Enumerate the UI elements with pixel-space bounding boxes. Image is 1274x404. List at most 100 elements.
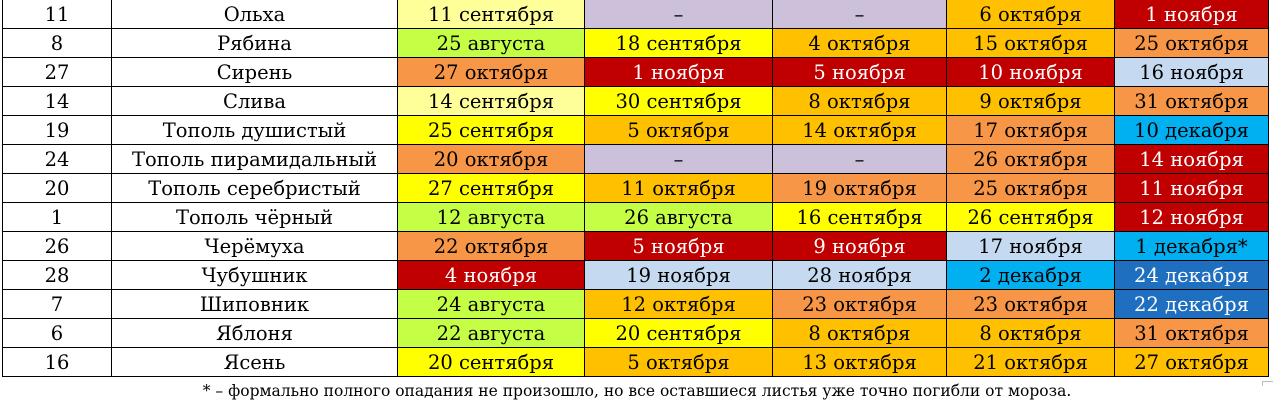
date-cell: 15 октября	[946, 28, 1115, 58]
date-cell: 11 сентября	[397, 0, 585, 29]
date-cell: 27 сентября	[397, 173, 585, 203]
date-cell: 22 декабря	[1114, 289, 1269, 319]
date-cell: 12 августа	[397, 202, 585, 232]
date-cell: 1 ноября	[584, 57, 773, 87]
date-cell: 14 сентября	[397, 86, 585, 116]
date-cell: 9 октября	[946, 86, 1115, 116]
date-cell: 24 августа	[397, 289, 585, 319]
date-cell: 10 декабря	[1114, 115, 1269, 145]
date-cell: 25 октября	[1114, 28, 1269, 58]
date-cell: 28 ноября	[772, 260, 947, 290]
date-cell: –	[772, 0, 947, 29]
row-number-cell: 7	[2, 289, 112, 319]
table-row: 20 Тополь серебристый 27 сентября 11 октябр…	[2, 173, 1269, 203]
date-cell: 9 ноября	[772, 231, 947, 261]
table-row: 16 Ясень 20 сентября 5 октября 13 октября 21 …	[2, 347, 1269, 377]
date-cell: 25 октября	[946, 173, 1115, 203]
date-cell: 21 октября	[946, 347, 1115, 377]
date-cell: 1 ноября	[1114, 0, 1269, 29]
row-number-cell: 14	[2, 86, 112, 116]
date-cell: 13 октября	[772, 347, 947, 377]
plant-name-cell: Ольха	[111, 0, 398, 29]
date-cell: 8 октября	[772, 86, 947, 116]
plant-name-cell: Ясень	[111, 347, 398, 377]
table-row: 11 Ольха 11 сентября – –6 октября 1 ноября	[2, 0, 1269, 29]
date-cell: 27 октября	[1114, 347, 1269, 377]
date-cell: 5 октября	[584, 115, 773, 145]
date-cell: –	[584, 0, 773, 29]
date-cell: 11 октября	[584, 173, 773, 203]
table-row: 26 Черёмуха 22 октября 5 ноября 9 ноября 17 н…	[2, 231, 1269, 261]
plant-name-cell: Чубушник	[111, 260, 398, 290]
date-cell: 20 сентября	[584, 318, 773, 348]
table-row: 24 Тополь пирамидальный 20 октября – –26 окт…	[2, 144, 1269, 174]
table-row: 27 Сирень 27 октября 1 ноября 5 ноября 10 ноя…	[2, 57, 1269, 87]
plant-name-cell: Черёмуха	[111, 231, 398, 261]
date-cell: 26 августа	[584, 202, 773, 232]
date-cell: 31 октября	[1114, 86, 1269, 116]
date-cell: 4 октября	[772, 28, 947, 58]
date-cell: 23 октября	[946, 289, 1115, 319]
date-cell: 19 октября	[772, 173, 947, 203]
date-cell: 19 ноября	[584, 260, 773, 290]
date-cell: 14 ноября	[1114, 144, 1269, 174]
date-cell: 2 декабря	[946, 260, 1115, 290]
date-cell: 26 сентября	[946, 202, 1115, 232]
date-cell: 31 октября	[1114, 318, 1269, 348]
date-cell: 12 ноября	[1114, 202, 1269, 232]
date-cell: 6 октября	[946, 0, 1115, 29]
date-cell: 1 декабря*	[1114, 231, 1269, 261]
table-row: 8 Рябина 25 августа 18 сентября 4 октября 15 …	[2, 28, 1269, 58]
date-cell: 8 октября	[772, 318, 947, 348]
plant-name-cell: Тополь чёрный	[111, 202, 398, 232]
plant-name-cell: Рябина	[111, 28, 398, 58]
date-cell: 5 ноября	[584, 231, 773, 261]
plant-name-cell: Тополь серебристый	[111, 173, 398, 203]
date-cell: 17 ноября	[946, 231, 1115, 261]
table-row: 14 Слива 14 сентября 30 сентября 8 октября 9 …	[2, 86, 1269, 116]
row-number-cell: 27	[2, 57, 112, 87]
date-cell: 20 сентября	[397, 347, 585, 377]
row-number-cell: 24	[2, 144, 112, 174]
row-number-cell: 16	[2, 347, 112, 377]
plant-name-cell: Яблоня	[111, 318, 398, 348]
leaf-fall-table: 11 Ольха 11 сентября – –6 октября 1 ноября 8 Ря…	[2, 0, 1269, 377]
date-cell: –	[584, 144, 773, 174]
table-row: 7 Шиповник 24 августа 12 октября 23 октября 2…	[2, 289, 1269, 319]
date-cell: 27 октября	[397, 57, 585, 87]
row-number-cell: 6	[2, 318, 112, 348]
table-body: 11 Ольха 11 сентября – –6 октября 1 ноября 8 Ря…	[2, 0, 1269, 377]
date-cell: 24 декабря	[1114, 260, 1269, 290]
date-cell: 16 сентября	[772, 202, 947, 232]
date-cell: 25 августа	[397, 28, 585, 58]
date-cell: 8 октября	[946, 318, 1115, 348]
date-cell: 18 сентября	[584, 28, 773, 58]
table-row: 1 Тополь чёрный 12 августа 26 августа 16 сен…	[2, 202, 1269, 232]
date-cell: 16 ноября	[1114, 57, 1269, 87]
date-cell: 22 октября	[397, 231, 585, 261]
row-number-cell: 11	[2, 0, 112, 29]
plant-name-cell: Тополь пирамидальный	[111, 144, 398, 174]
date-cell: 5 ноября	[772, 57, 947, 87]
date-cell: 30 сентября	[584, 86, 773, 116]
date-cell: 23 октября	[772, 289, 947, 319]
footnote: * – формально полного опадания не произо…	[202, 382, 1072, 400]
row-number-cell: 1	[2, 202, 112, 232]
plant-name-cell: Тополь душистый	[111, 115, 398, 145]
row-number-cell: 28	[2, 260, 112, 290]
date-cell: 4 ноября	[397, 260, 585, 290]
date-cell: 20 октября	[397, 144, 585, 174]
date-cell: 17 октября	[946, 115, 1115, 145]
row-number-cell: 19	[2, 115, 112, 145]
table-row: 6 Яблоня 22 августа 20 сентября 8 октября 8 о…	[2, 318, 1269, 348]
row-number-cell: 26	[2, 231, 112, 261]
date-cell: 25 сентября	[397, 115, 585, 145]
date-cell: 26 октября	[946, 144, 1115, 174]
corner-mark	[1262, 381, 1273, 386]
date-cell: –	[772, 144, 947, 174]
row-number-cell: 20	[2, 173, 112, 203]
date-cell: 5 октября	[584, 347, 773, 377]
plant-name-cell: Шиповник	[111, 289, 398, 319]
row-number-cell: 8	[2, 28, 112, 58]
plant-name-cell: Сирень	[111, 57, 398, 87]
